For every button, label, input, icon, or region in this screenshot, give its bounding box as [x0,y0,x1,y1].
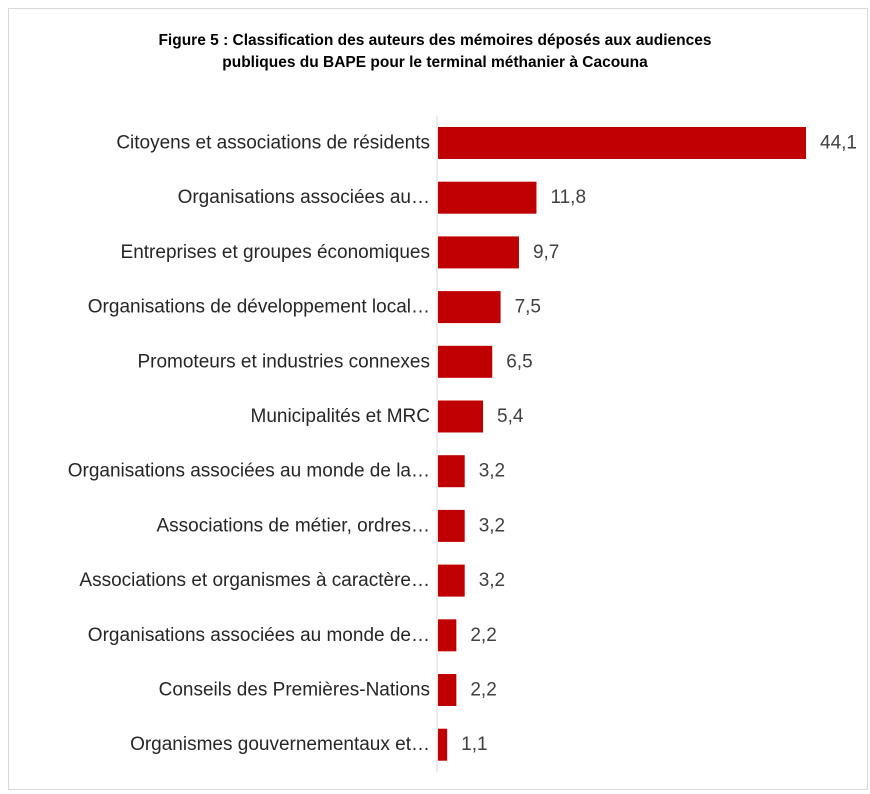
category-label: Associations de métier, ordres… [156,515,430,536]
category-label: Citoyens et associations de résidents [116,133,430,154]
bar [438,181,537,214]
bar [438,728,448,761]
chart-title-line-2: publiques du BAPE pour le terminal métha… [222,54,648,71]
bar [438,400,484,433]
data-label: 3,2 [479,461,505,482]
bar [438,455,465,488]
category-label: Organisations de développement local… [88,297,430,318]
chart-title-line-1: Figure 5 : Classification des auteurs de… [158,32,712,49]
data-label: 6,5 [506,351,532,372]
category-label: Organisations associées au monde de… [88,625,430,646]
data-label: 2,2 [470,680,496,701]
data-label: 2,2 [470,625,496,646]
data-label: 9,7 [533,242,559,263]
data-label: 3,2 [479,570,505,591]
data-label: 3,2 [479,515,505,536]
chart-title: Figure 5 : Classification des auteurs de… [0,30,870,74]
bar [438,291,501,324]
category-label: Municipalités et MRC [251,406,431,427]
bar [438,674,457,706]
bar [438,127,806,159]
data-label: 44,1 [820,133,857,154]
category-label: Organisations associées au monde de la… [68,461,430,482]
data-label: 11,8 [550,187,586,208]
bar [438,345,493,378]
category-label: Promoteurs et industries connexes [137,351,430,372]
data-label: 5,4 [497,406,524,427]
data-label: 7,5 [515,297,541,318]
category-label: Conseils des Premières-Nations [159,680,430,701]
category-label: Entreprises et groupes économiques [121,242,430,263]
category-label: Organismes gouvernementaux et… [130,734,430,755]
data-label: 1,1 [461,734,487,755]
bar [438,564,465,597]
bar [438,236,519,269]
category-label: Organisations associées au… [178,187,430,208]
bar [438,619,457,652]
bar [438,509,465,542]
category-label: Associations et organismes à caractère… [79,570,430,591]
